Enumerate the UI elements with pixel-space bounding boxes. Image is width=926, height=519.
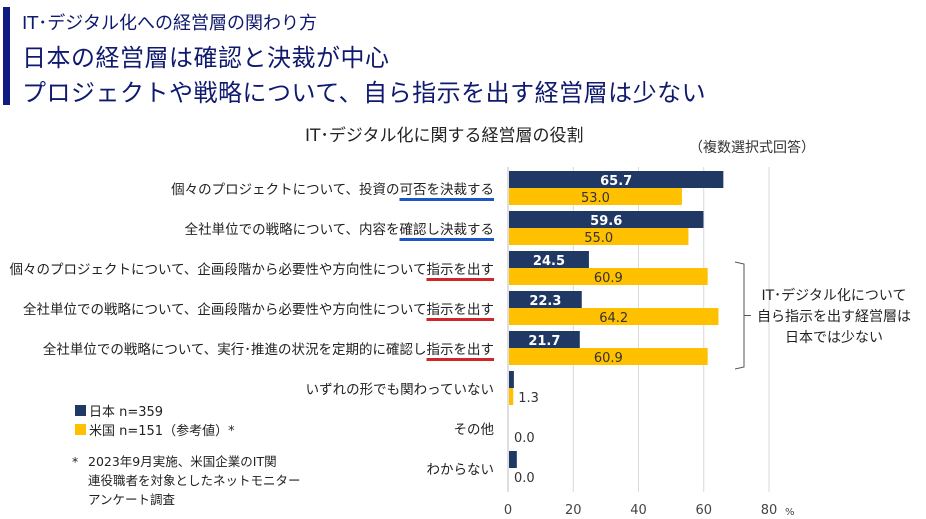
bar-japan [509,251,589,268]
main-title-line-2: プロジェクトや戦略について、自ら指示を出す経営層は少ない [22,79,707,107]
footnote-line-2: 連役職者を対象としたネットモニター [88,473,301,488]
x-tick-label: 0 [504,503,512,518]
callout-bracket [734,261,745,370]
data-label-usa: 60.9 [594,351,623,366]
bar-japan [509,331,580,348]
category-label-text: 全社単位での戦略について、実行･推進の状況を定期的に確認し [42,342,427,358]
legend-swatch-usa [75,424,86,435]
data-label-usa: 1.3 [518,391,539,406]
data-label-usa: 64.2 [599,311,628,326]
data-label-usa: 53.0 [581,191,610,206]
data-label-usa: 60.9 [594,271,623,286]
category-label: 個々のプロジェクトについて、投資の可否を決裁する [171,178,494,198]
footnote: * 2023年9月実施、米国企業のIT関 連役職者を対象としたネットモニター ア… [72,452,301,509]
category-label-text: いずれの形でも関わっていない [305,382,494,398]
category-label-text: わからない [426,462,495,478]
bar-usa [509,188,682,205]
x-tick-label: 80 [761,503,778,518]
category-label-text: 個々のプロジェクトについて、投資の [171,182,400,198]
x-tick-label: 20 [565,503,582,518]
callout-line-1: IT･デジタル化について [761,288,907,304]
callout-line-3: 日本では少ない [785,330,883,346]
main-title-line-1: 日本の経営層は確認と決裁が中心 [22,44,390,72]
callout-line-2: 自ら指示を出す経営層は [757,309,911,325]
category-label-emphasis: 指示を出す [426,302,495,318]
data-label-japan: 24.5 [533,254,565,269]
data-label-usa: 0.0 [514,431,535,446]
bar-usa [509,268,708,285]
callout-text: IT･デジタル化について 自ら指示を出す経営層は 日本では少ない [757,286,911,349]
legend-swatch-japan [75,405,86,416]
legend-item-japan: 日本 n=359 [75,401,163,420]
data-label-japan: 65.7 [600,174,632,189]
x-tick-label: 60 [695,503,712,518]
category-label-emphasis: 可否を決裁する [399,182,495,198]
category-label: その他 [454,418,495,438]
legend-label-usa: 米国 n=151（参考値）* [89,424,235,439]
chart-note: （複数選択式回答） [689,140,815,156]
category-label: 全社単位での戦略について、内容を確認し決裁する [185,218,494,238]
bar-japan [509,371,514,388]
bar-usa [509,388,514,405]
bar-japan [509,171,724,188]
footnote-line-3: アンケート調査 [88,492,176,507]
category-label-text: 全社単位での戦略について、企画段階から必要性や方向性について [22,302,427,318]
bar-usa [509,228,689,245]
chart-title: IT･デジタル化に関する経営層の役割 [305,126,584,146]
legend-label-japan: 日本 n=359 [89,405,164,420]
x-tick-label: 40 [630,503,647,518]
category-label-text: 個々のプロジェクトについて、企画段階から必要性や方向性について [9,262,427,278]
bar-japan [509,451,517,468]
legend-item-usa: 米国 n=151（参考値）* [75,420,235,439]
data-label-usa: 0.0 [514,471,535,486]
category-label: 全社単位での戦略について、実行･推進の状況を定期的に確認し指示を出す [43,338,494,358]
data-label-japan: 59.6 [590,214,622,229]
data-label-japan: 21.7 [528,334,560,349]
x-unit-label: % [785,507,795,518]
bar-usa [509,308,719,325]
category-label-text: その他 [453,422,495,438]
category-label-text: 全社単位での戦略について、内容を [184,222,400,238]
data-label-usa: 55.0 [584,231,613,246]
section-subtitle: IT･デジタル化への経営層の関わり方 [22,13,317,34]
bar-japan [509,291,582,308]
category-label: わからない [427,458,495,478]
data-label-japan: 22.3 [529,294,561,309]
title-accent-bar [3,7,10,105]
footnote-star: * [72,454,79,469]
category-label: いずれの形でも関わっていない [306,378,494,398]
category-label-emphasis: 指示を出す [426,342,495,358]
bar-usa [509,348,708,365]
category-label-emphasis: 確認し決裁する [399,222,495,238]
bar-japan [509,211,704,228]
category-label: 個々のプロジェクトについて、企画段階から必要性や方向性について指示を出す [9,258,494,278]
category-label-emphasis: 指示を出す [426,262,495,278]
category-label: 全社単位での戦略について、企画段階から必要性や方向性について指示を出す [23,298,494,318]
footnote-line-1: 2023年9月実施、米国企業のIT関 [88,454,277,469]
